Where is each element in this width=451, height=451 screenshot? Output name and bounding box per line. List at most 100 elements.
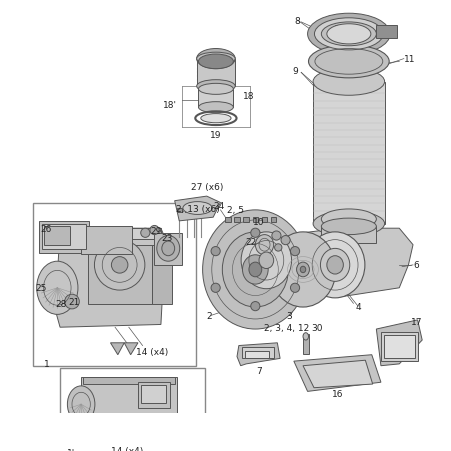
Ellipse shape	[269, 232, 335, 308]
Ellipse shape	[222, 232, 288, 308]
Text: 3: 3	[286, 311, 291, 320]
Text: 25: 25	[35, 284, 46, 293]
Bar	[234, 218, 239, 222]
Text: 24: 24	[212, 201, 224, 210]
Bar	[81, 227, 131, 254]
Ellipse shape	[111, 257, 128, 273]
Ellipse shape	[94, 240, 144, 290]
Text: 2, 13 (x6): 2, 13 (x6)	[175, 204, 219, 213]
Polygon shape	[376, 320, 421, 366]
Bar	[241, 348, 273, 359]
Ellipse shape	[196, 80, 235, 93]
Ellipse shape	[161, 241, 174, 256]
Text: 14 (x4): 14 (x4)	[110, 446, 143, 451]
Text: 28: 28	[55, 299, 66, 308]
Text: 1: 1	[43, 359, 49, 368]
Ellipse shape	[308, 46, 388, 78]
Bar	[152, 245, 171, 304]
Circle shape	[64, 295, 79, 309]
Ellipse shape	[202, 211, 308, 329]
Ellipse shape	[326, 256, 343, 274]
Circle shape	[140, 229, 150, 238]
Bar	[81, 377, 177, 432]
Bar	[41, 224, 86, 250]
Circle shape	[290, 284, 299, 293]
Text: 2, 3, 4, 12: 2, 3, 4, 12	[263, 323, 308, 332]
Text: 29: 29	[150, 226, 161, 235]
Ellipse shape	[288, 238, 317, 289]
Ellipse shape	[240, 232, 291, 289]
Bar	[243, 218, 249, 222]
Text: 19: 19	[210, 131, 221, 140]
Ellipse shape	[37, 262, 78, 315]
Polygon shape	[106, 441, 118, 451]
Polygon shape	[124, 343, 138, 355]
Polygon shape	[293, 355, 380, 391]
Bar	[32, 203, 195, 366]
Circle shape	[250, 302, 259, 311]
Bar	[87, 245, 152, 304]
Text: 26: 26	[41, 224, 52, 233]
Bar	[302, 334, 308, 354]
Text: 1': 1'	[66, 448, 74, 451]
Bar	[138, 382, 170, 408]
Text: 14 (x4): 14 (x4)	[135, 348, 167, 357]
Ellipse shape	[296, 262, 309, 277]
Ellipse shape	[321, 219, 376, 235]
Text: 16: 16	[331, 389, 343, 398]
Circle shape	[211, 284, 220, 293]
Ellipse shape	[304, 232, 364, 298]
Bar	[44, 227, 70, 245]
Bar	[321, 227, 376, 244]
Ellipse shape	[314, 19, 382, 51]
Bar	[313, 83, 384, 224]
Bar	[196, 60, 235, 87]
Bar	[154, 233, 182, 265]
Ellipse shape	[242, 255, 267, 285]
Ellipse shape	[321, 209, 376, 230]
Ellipse shape	[198, 55, 233, 69]
Polygon shape	[289, 229, 412, 297]
Ellipse shape	[321, 23, 376, 46]
Bar	[192, 208, 196, 212]
Bar	[380, 332, 417, 361]
Circle shape	[281, 236, 290, 245]
Text: 9: 9	[292, 67, 298, 76]
Bar	[199, 208, 203, 212]
Text: 6: 6	[412, 261, 418, 270]
Polygon shape	[110, 343, 124, 355]
Ellipse shape	[307, 14, 389, 55]
Ellipse shape	[302, 333, 308, 341]
Polygon shape	[94, 441, 106, 451]
Bar	[83, 377, 174, 384]
Ellipse shape	[258, 253, 273, 269]
Text: 23: 23	[161, 233, 173, 242]
Bar	[376, 26, 396, 39]
Bar	[60, 368, 204, 451]
Bar	[383, 335, 414, 359]
Ellipse shape	[313, 212, 384, 237]
Bar	[225, 218, 230, 222]
Circle shape	[290, 247, 299, 256]
Bar	[245, 351, 268, 359]
Ellipse shape	[183, 202, 212, 215]
Ellipse shape	[67, 386, 95, 423]
Ellipse shape	[313, 69, 384, 96]
Text: 17: 17	[410, 318, 421, 327]
Text: 21: 21	[68, 297, 79, 306]
Circle shape	[250, 229, 259, 238]
Bar	[198, 90, 233, 108]
Polygon shape	[55, 229, 165, 327]
Circle shape	[271, 231, 281, 240]
Text: 2: 2	[206, 311, 212, 320]
Ellipse shape	[320, 249, 349, 282]
Text: 10: 10	[253, 218, 264, 227]
Bar	[140, 385, 166, 403]
Ellipse shape	[156, 236, 179, 262]
Ellipse shape	[255, 235, 273, 255]
Ellipse shape	[198, 102, 233, 114]
Ellipse shape	[291, 244, 313, 283]
Text: 8: 8	[294, 17, 300, 26]
Text: 30: 30	[310, 323, 322, 332]
Text: 7: 7	[256, 366, 261, 375]
